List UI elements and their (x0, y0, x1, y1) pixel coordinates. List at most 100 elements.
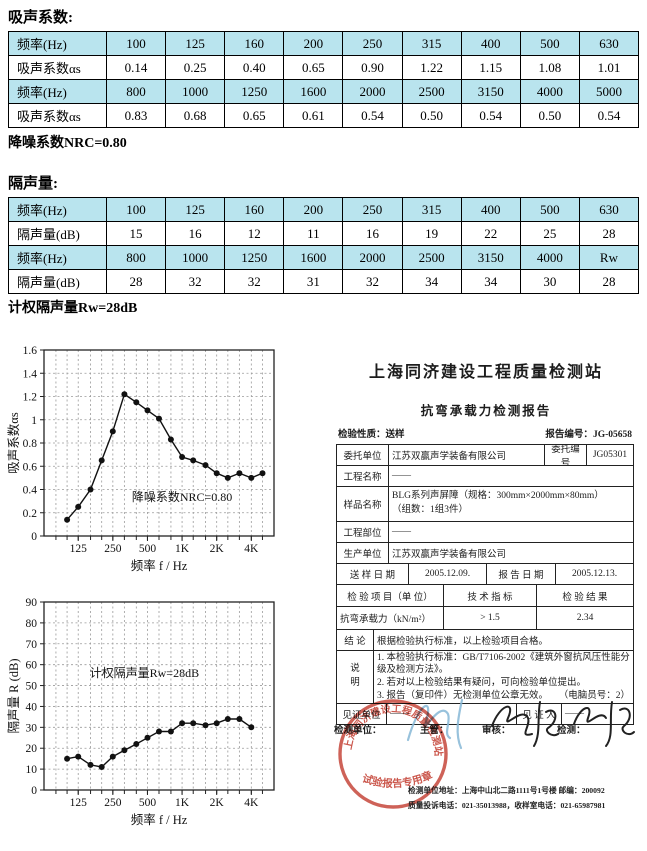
data-point (98, 764, 105, 770)
y-axis-label: 隔声量 R (dB) (7, 658, 21, 733)
frequency-cell: 400 (460, 197, 521, 222)
client-value: 江苏双赢声学装备有限公司 (389, 445, 545, 465)
y-tick-label: 20 (26, 743, 38, 755)
frequency-cell: 2500 (401, 245, 462, 270)
x-tick-label: 2K (210, 543, 225, 555)
absorption-coefficient-chart: 0 0.2 0.4 0.6 0.8 1 1.2 1.4 1.6 125 250 500 1K 2K 4K 降噪… (6, 345, 275, 573)
frequency-cell: 4000 (519, 245, 580, 270)
data-point (167, 728, 174, 735)
value-cell: 0.50 (401, 103, 462, 128)
data-point (87, 486, 94, 493)
insulation-section-title: 隔声量: (8, 176, 58, 192)
part-label: 工程部位 (337, 522, 389, 542)
x-tick-label: 125 (70, 797, 88, 809)
value-cell: 0.25 (165, 55, 226, 80)
project-label: 工程名称 (337, 466, 389, 486)
x-tick-label: 4K (244, 797, 259, 809)
value-cell: 0.40 (224, 55, 285, 80)
data-point (109, 428, 116, 435)
sample-label: 样品名称 (337, 487, 389, 521)
report-subtitle: 抗弯承载力检测报告 (420, 404, 552, 418)
footer-phones: 质量投诉电话：021-35013988，收样室电话：021-65987981 (408, 801, 606, 810)
report-meta-row: 检验性质：送样 报告编号：JG-05658 (338, 426, 632, 440)
frequency-cell: 2000 (342, 245, 403, 270)
value-cell: 1.08 (519, 55, 580, 80)
report-panel: 上海同济建设工程质量检测站 抗弯承载力检测报告 检验性质：送样 报告编号：JG-… (330, 350, 642, 850)
report-number: 报告编号：JG-05658 (545, 430, 632, 440)
y-tick-label: 1.6 (23, 345, 38, 357)
item-value: 抗弯承载力（kN/m²） (337, 607, 444, 629)
data-point (213, 470, 220, 477)
data-point (98, 457, 105, 464)
value-cell: 0.54 (342, 103, 403, 128)
data-point (75, 503, 82, 510)
value-cell: 31 (283, 269, 344, 294)
y-tick-label: 30 (26, 722, 38, 734)
value-cell: 12 (224, 221, 285, 246)
conclusion-row: 结 论 根据检验执行标准，以上检验项目合格。 (337, 630, 633, 651)
value-cell: 0.54 (460, 103, 521, 128)
project-value: —— (392, 471, 411, 481)
data-point (109, 753, 116, 760)
computer-no: （电脑员号：2） (558, 690, 630, 701)
value-cell: 34 (401, 269, 462, 294)
item-header: 检 验 项 目（单 位） (337, 585, 444, 606)
result-row: 抗弯承载力（kN/m²） > 1.5 2.34 (337, 607, 633, 630)
y-tick-label: 0.2 (23, 508, 38, 520)
value-row: 吸声系数αs 0.83 0.68 0.65 0.61 0.54 0.50 0.54 0.50 0.… (8, 103, 640, 128)
value-cell: 0.65 (283, 55, 344, 80)
value-cell: 28 (578, 221, 640, 246)
report-table: 委托单位 江苏双赢声学装备有限公司 委托编号 JG05301 工程名称 —— 样… (336, 444, 634, 725)
data-point (121, 747, 128, 754)
report-date-value: 2005.12.13. (571, 569, 618, 579)
result-header: 检 验 结 果 (562, 592, 608, 603)
row-label-cell: 吸声系数αs (8, 55, 107, 80)
note-line-1: 1. 本检验执行标准：GB/T7106-2002《建筑外窗抗风压性能分级及检测方… (377, 652, 630, 676)
value-cell: 0.61 (283, 103, 344, 128)
frequency-cell: 500 (519, 31, 580, 56)
frequency-cell: 200 (283, 31, 344, 56)
data-point (87, 761, 94, 768)
x-axis-label: 频率 f / Hz (131, 558, 188, 573)
value-row: 隔声量(dB) 28 32 32 31 32 34 34 30 28 (8, 269, 640, 294)
absorption-table: 频率(Hz) 100 125 160 200 250 315 400 500 630 吸声系数αs 0… (8, 31, 640, 128)
report-date-label: 报 告 日 期 (487, 564, 556, 584)
y-tick-label: 1.4 (23, 368, 38, 380)
y-tick-label: 70 (26, 639, 38, 651)
frequency-cell: 250 (342, 197, 403, 222)
frequency-cell: 200 (283, 197, 344, 222)
frequency-cell: 315 (401, 197, 462, 222)
producer-label: 生产单位 (337, 543, 389, 563)
frequency-cell: 500 (519, 197, 580, 222)
value-cell: 28 (105, 269, 167, 294)
frequency-cell: 315 (401, 31, 462, 56)
sample-date-value: 2005.12.09. (409, 564, 487, 584)
x-tick-label: 250 (104, 797, 122, 809)
value-row: 吸声系数αs 0.14 0.25 0.40 0.65 0.90 1.22 1.15 1.08 1.… (8, 55, 640, 80)
data-point (202, 722, 209, 729)
data-point (179, 720, 186, 727)
y-tick-label: 50 (26, 681, 38, 693)
client-no-label: 委托编号 (545, 445, 587, 465)
value-cell: 11 (283, 221, 344, 246)
data-point (202, 462, 209, 469)
data-point (75, 753, 82, 760)
value-cell: 32 (342, 269, 403, 294)
note-line-2: 2. 若对以上检验结果有疑问，可向检验单位提出。 (377, 678, 587, 688)
frequency-cell: 1600 (283, 245, 344, 270)
y-tick-label: 1 (31, 415, 37, 427)
producer-value: 江苏双赢声学装备有限公司 (392, 550, 507, 560)
data-point (190, 720, 197, 727)
value-cell: 16 (165, 221, 226, 246)
row-label-cell: 频率(Hz) (8, 31, 107, 56)
value-cell: 16 (342, 221, 403, 246)
frequency-cell: 800 (105, 79, 167, 104)
sample-date-label: 送 样 日 期 (337, 564, 409, 584)
data-point (259, 470, 266, 477)
frequency-cell: 5000 (578, 79, 640, 104)
row-label-cell: 频率(Hz) (8, 245, 107, 270)
value-cell: 0.90 (342, 55, 403, 80)
data-point (64, 755, 71, 762)
frequency-header-row: 频率(Hz) 800 1000 1250 1600 2000 2500 3150 4000 Rw (8, 245, 640, 270)
part-row: 工程部位 —— (337, 522, 633, 543)
